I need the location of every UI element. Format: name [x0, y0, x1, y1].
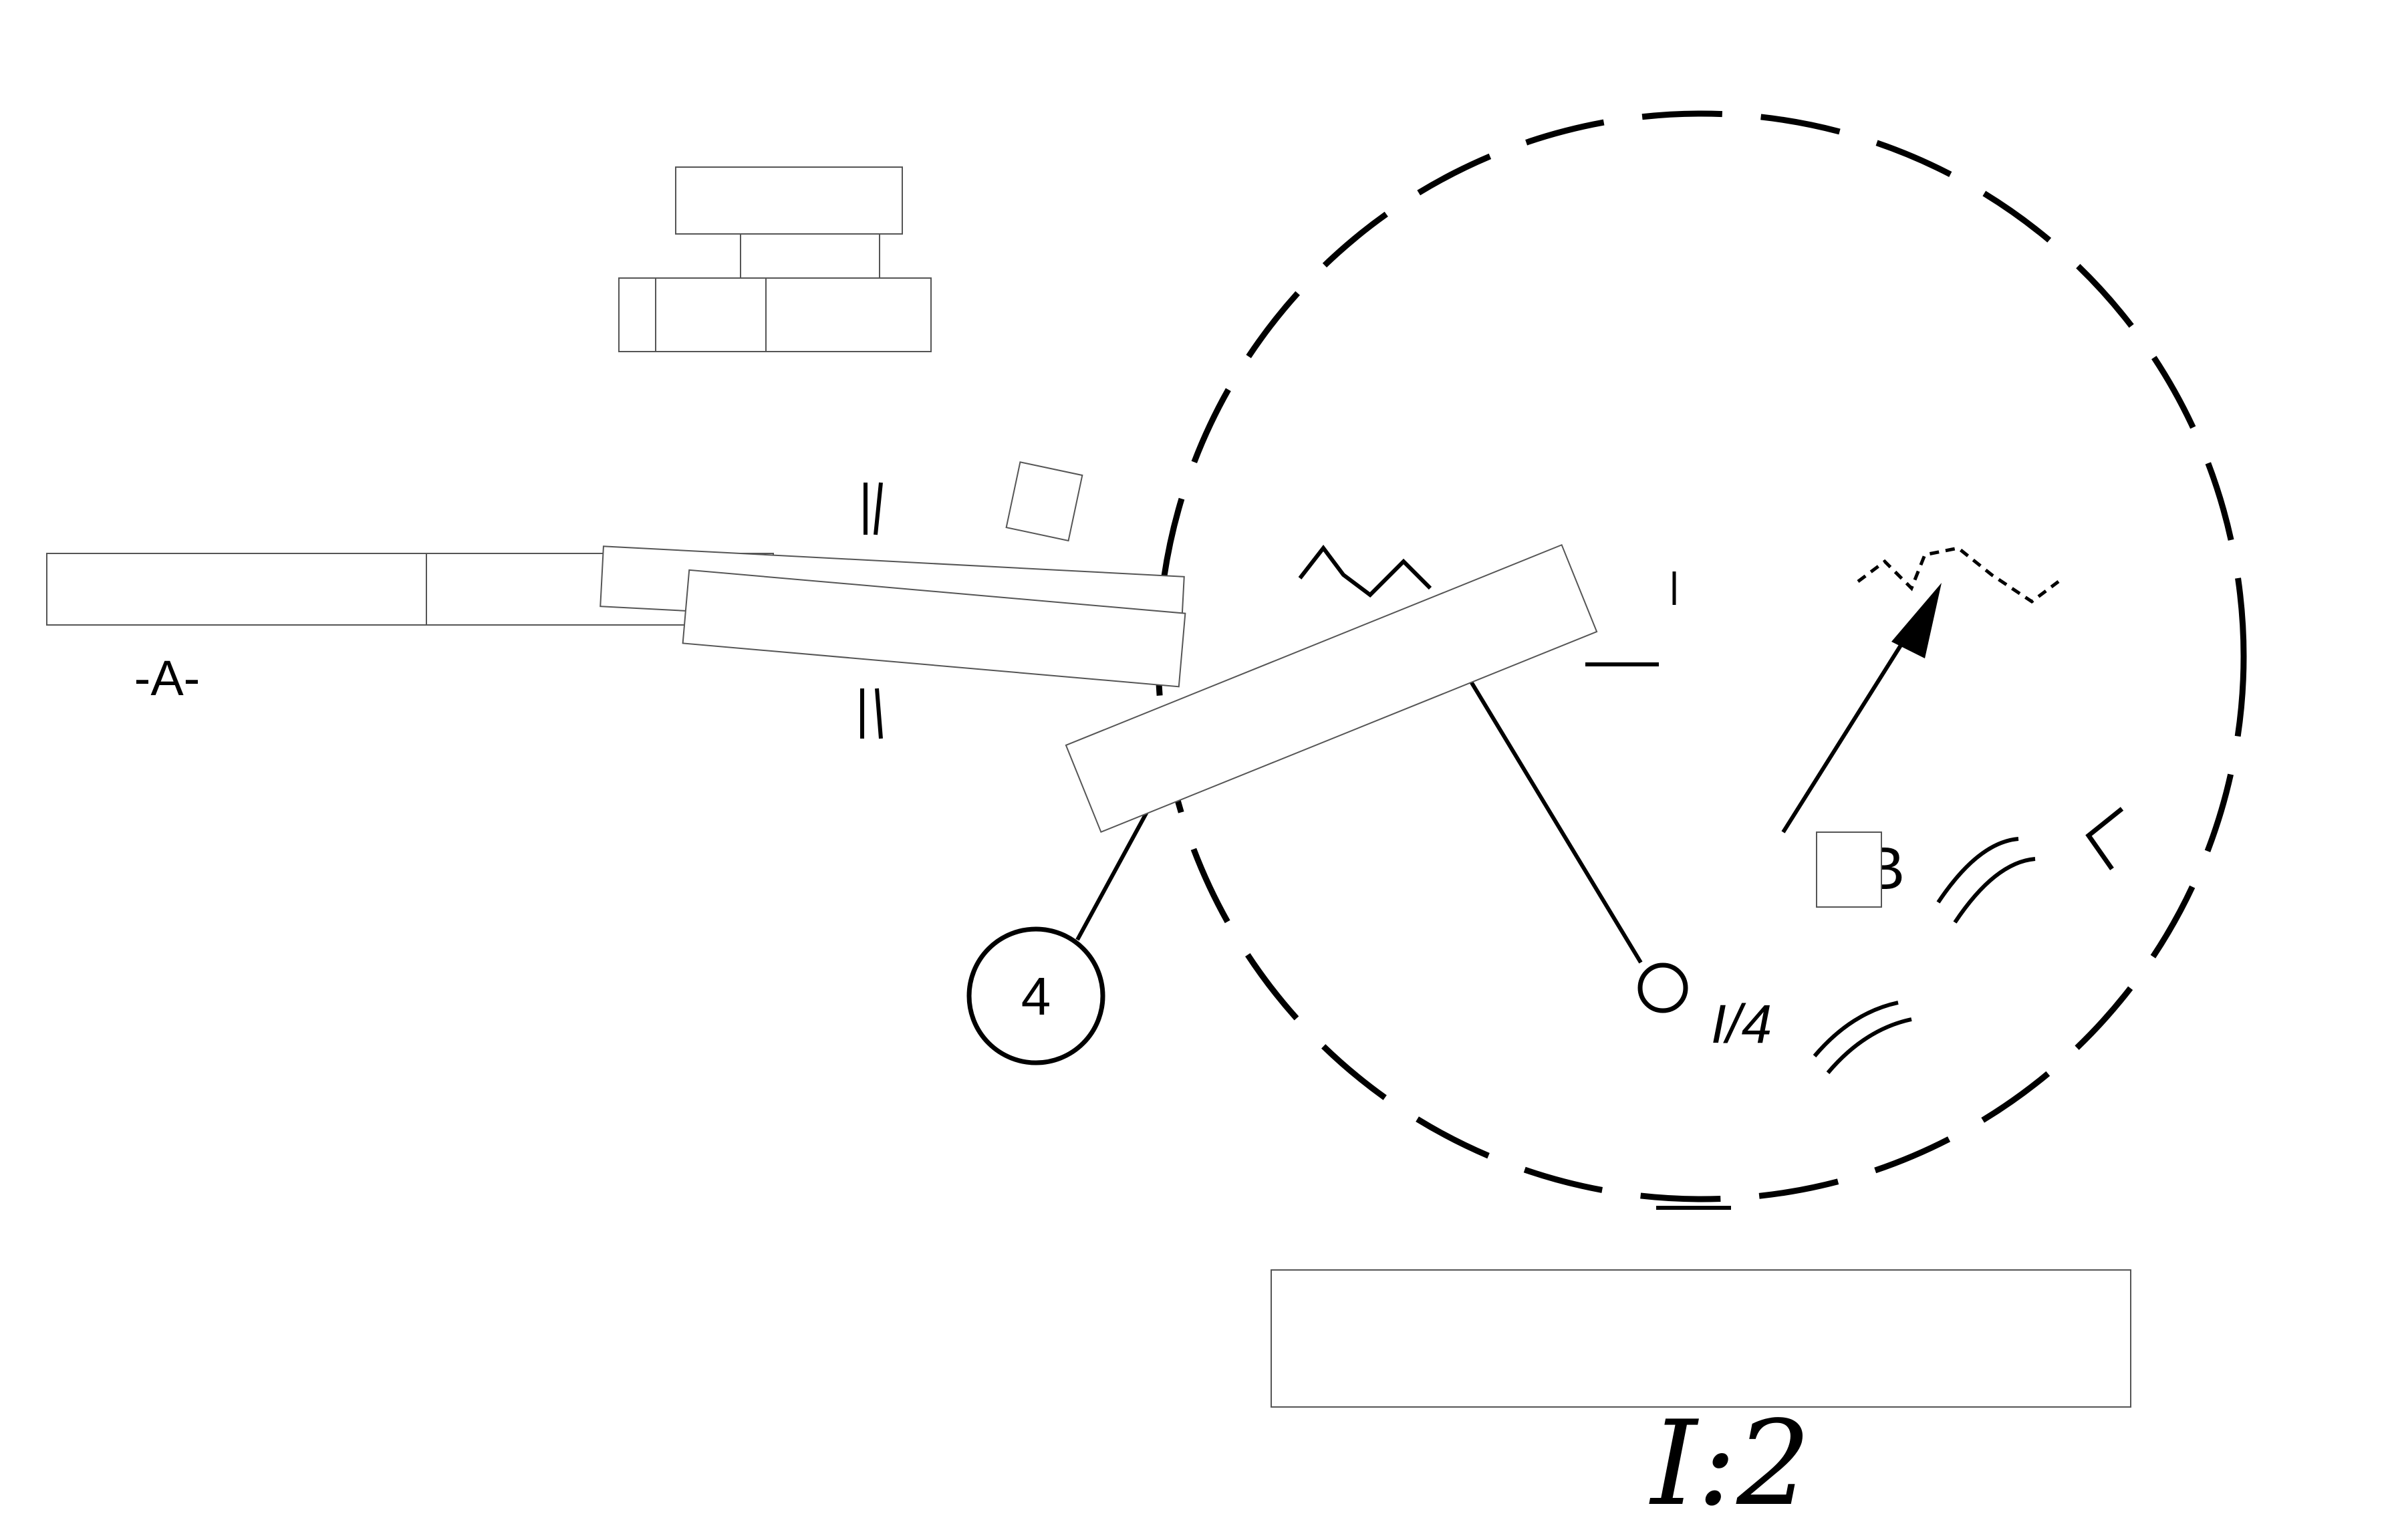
section-ticks — [860, 482, 883, 739]
section-label: -A- — [134, 650, 201, 706]
dimension-leader — [1465, 674, 1643, 964]
dimension-point — [1637, 962, 1688, 1013]
arrow-head — [1891, 583, 1942, 658]
callout-circle — [966, 926, 1105, 1065]
callout-number: 4 — [1021, 967, 1051, 1026]
roughness-marks-upper — [1936, 837, 2036, 924]
angle-mark — [2085, 807, 2124, 871]
dimension-label: I/4 — [1711, 994, 1772, 1055]
scale-label: I:2 — [1649, 1396, 1811, 1532]
roughness-marks-lower — [1813, 1001, 1912, 1074]
break-line-right — [1857, 546, 2060, 604]
break-line — [1298, 545, 1432, 598]
redaction-boxes — [46, 166, 2131, 1408]
arrow-leader — [1781, 627, 1913, 833]
